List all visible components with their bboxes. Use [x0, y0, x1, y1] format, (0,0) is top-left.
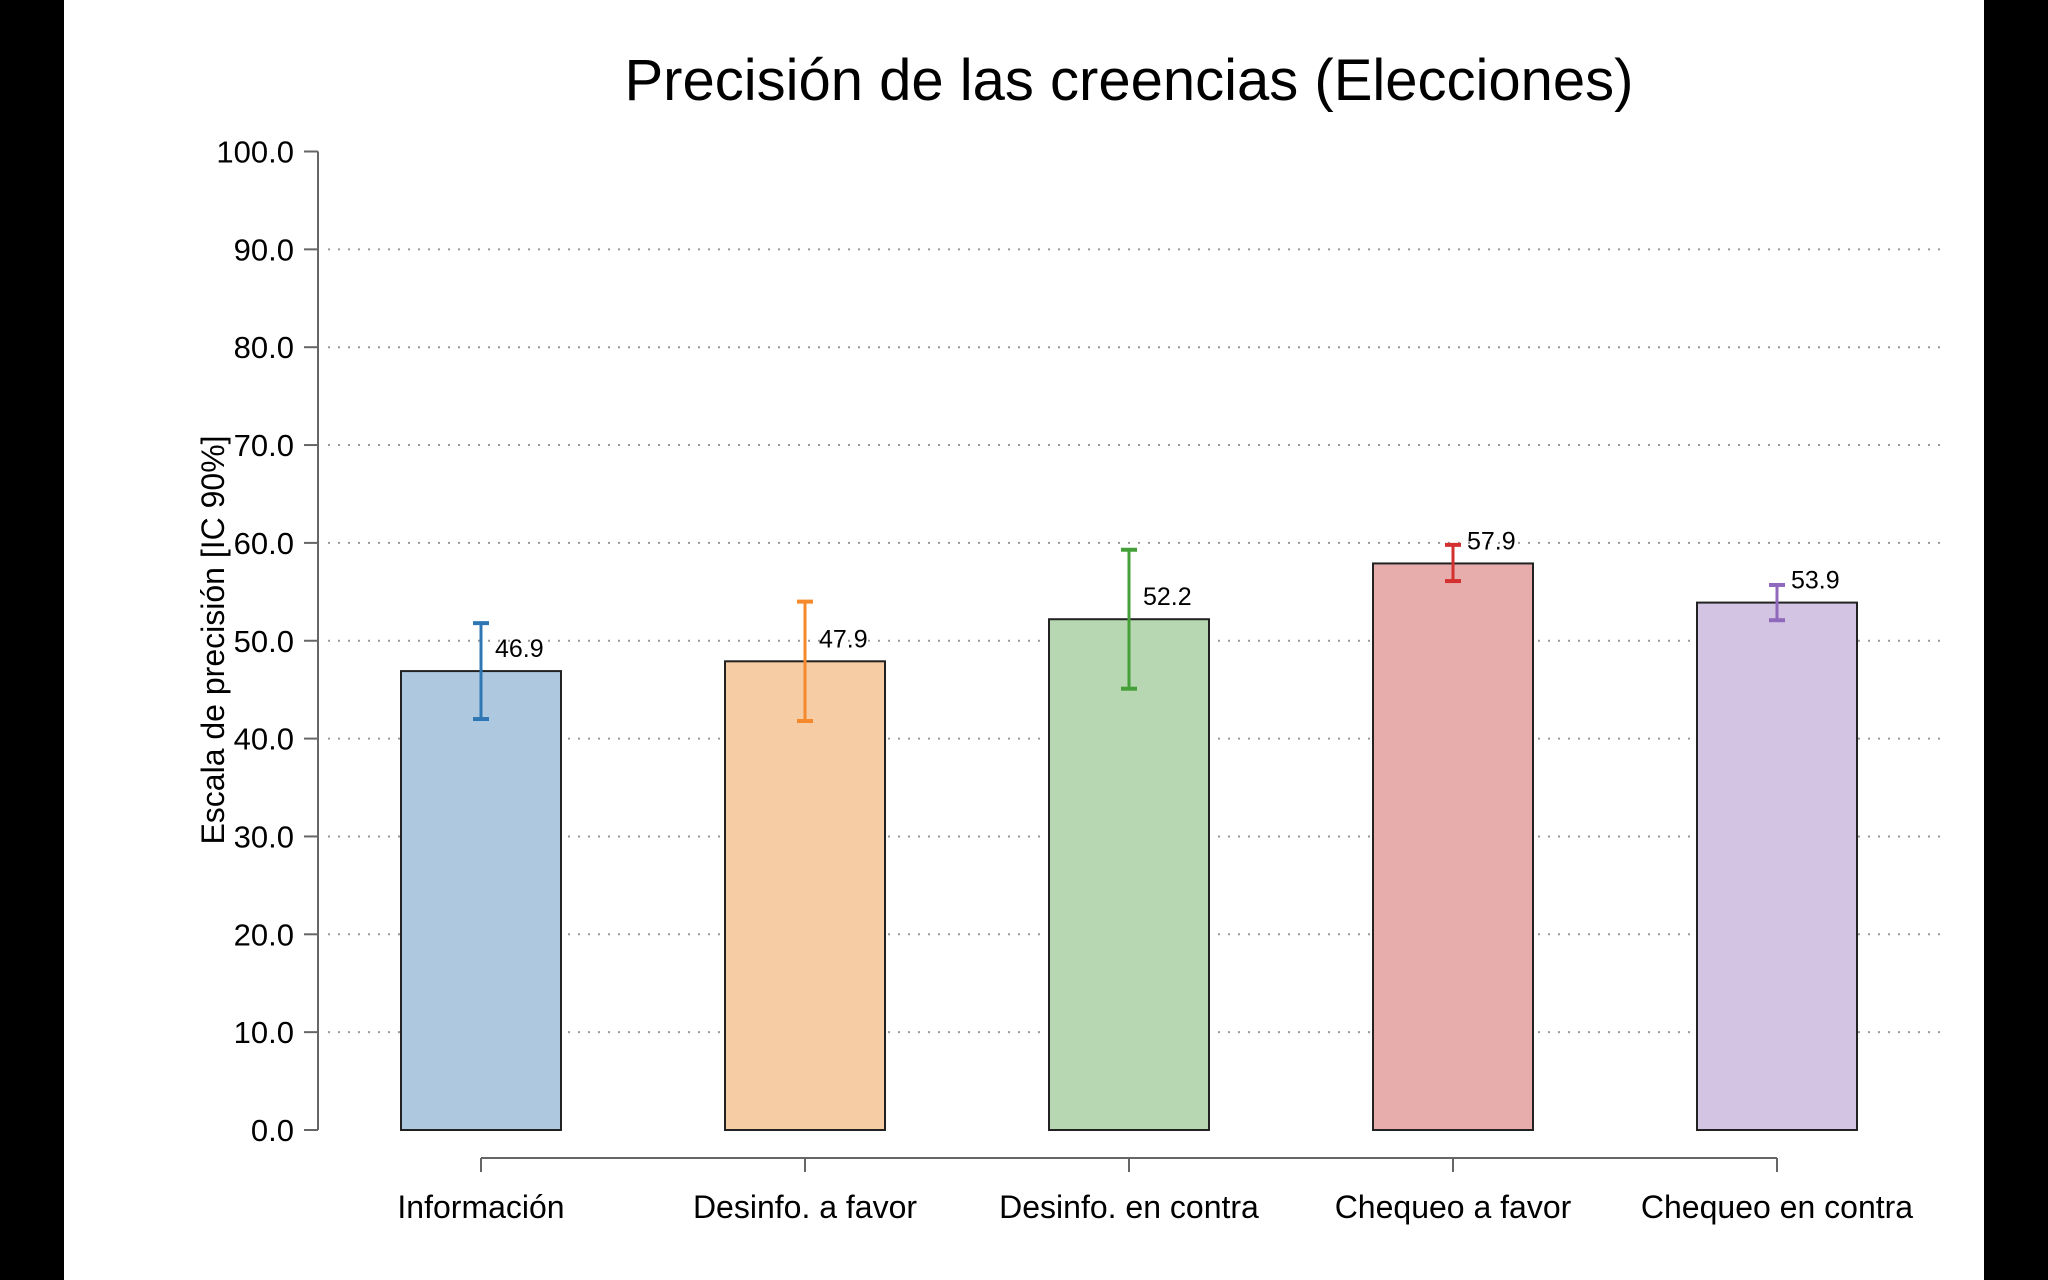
bar [1372, 562, 1534, 1131]
x-tick-label: Chequeo en contra [1641, 1189, 1913, 1225]
value-label: 52.2 [1143, 583, 1192, 611]
y-axis-label: Escala de precisión [IC 90%] [195, 435, 231, 844]
bar [724, 660, 886, 1132]
y-tick-label: 30.0 [234, 819, 294, 854]
x-tick-label: Información [397, 1189, 564, 1225]
y-tick-label: 0.0 [251, 1113, 294, 1148]
y-tick-label: 50.0 [234, 624, 294, 659]
y-tick-label: 90.0 [234, 232, 294, 267]
bar [1696, 601, 1858, 1131]
y-tick-label: 20.0 [234, 917, 294, 952]
value-label: 46.9 [495, 635, 544, 663]
bar-chart: Precisión de las creencias (Elecciones) … [195, 48, 1940, 1225]
x-tick-label: Chequeo a favor [1335, 1189, 1572, 1225]
x-tick-label: Desinfo. en contra [999, 1189, 1259, 1225]
value-label: 57.9 [1467, 527, 1516, 555]
bar [400, 670, 562, 1131]
y-tick-label: 80.0 [234, 330, 294, 365]
bar [1048, 618, 1210, 1132]
y-tick-label: 40.0 [234, 722, 294, 757]
y-tick-label: 100.0 [216, 135, 294, 170]
value-label: 47.9 [819, 625, 868, 653]
y-tick-label: 10.0 [234, 1015, 294, 1050]
y-tick-label: 60.0 [234, 526, 294, 561]
x-tick-label: Desinfo. a favor [693, 1189, 917, 1225]
value-label: 53.9 [1791, 567, 1840, 595]
chart-title: Precisión de las creencias (Elecciones) [625, 48, 1634, 113]
chart-area: Precisión de las creencias (Elecciones) … [64, 0, 1984, 1280]
y-tick-label: 70.0 [234, 428, 294, 463]
